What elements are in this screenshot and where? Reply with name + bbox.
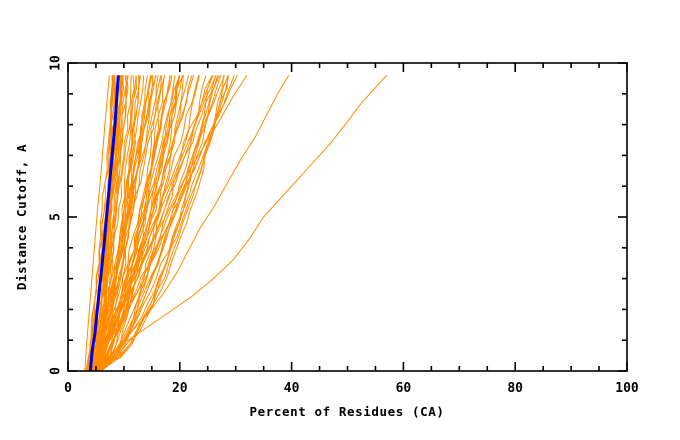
axis-tick-labels-group: 0 20 40 60 80 100 0 5 10 [49,55,639,396]
bundle-curve [87,75,123,371]
x-tick-label: 80 [507,381,523,396]
y-tick-label: 5 [49,213,64,221]
series-curve-right-outlier-b [92,74,388,371]
bundle-curve [94,75,173,371]
bundle-curve [85,75,166,371]
x-tick-label: 100 [615,381,639,396]
y-tick-label: 0 [49,367,64,375]
bundle-curve [93,75,193,371]
x-tick-label: 40 [284,381,300,396]
bundle-curve [92,75,213,371]
y-tick-label: 10 [49,55,64,71]
bundle-curve [99,75,163,371]
bundle-curve [91,75,190,371]
series-curve-left-outlier [84,75,110,371]
bundle-curve [87,75,162,371]
bundle-curve [87,75,114,371]
series-curve-right-outlier-a [95,75,290,371]
series-curve-highlight [88,75,120,371]
axis-ticks-group [67,62,628,372]
bundle-curve [96,75,137,371]
x-tick-label: 0 [64,381,72,396]
series-curve-mid-outlier-b [98,75,248,371]
bundle-curve [91,75,200,371]
x-axis-title: Percent of Residues (CA) [249,404,444,419]
x-tick-label: 60 [396,381,412,396]
bundle-curve [99,75,217,371]
data-curves-group [84,74,388,371]
bundle-curve [99,75,140,371]
x-tick-label: 20 [172,381,188,396]
bundle-curve [86,75,129,371]
y-axis-title: Distance Cutoff, A [14,144,29,290]
bundle-curve [97,75,235,371]
bundle-curve [97,75,153,371]
bundle-curve [100,75,222,371]
bundle-curve [89,75,181,371]
